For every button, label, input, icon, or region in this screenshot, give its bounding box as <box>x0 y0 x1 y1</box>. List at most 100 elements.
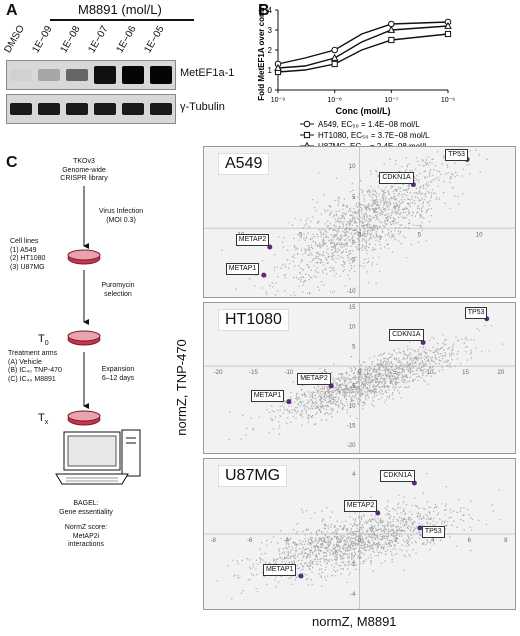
y-tick-label: 10 <box>349 164 356 170</box>
drug-bar <box>50 19 194 21</box>
scatter-x-label: normZ, M8891 <box>312 614 397 629</box>
blot-metef1a <box>6 60 176 90</box>
scatter-plot: -20-15-10-50510152015105-5-10-15-20 <box>204 303 515 453</box>
blot-band <box>38 69 60 81</box>
gene-label: CDKN1A <box>380 470 415 482</box>
scatter-panel-ht1080: -20-15-10-50510152015105-5-10-15-20 HT10… <box>203 302 516 454</box>
x-tick-label: -8 <box>210 538 216 544</box>
data-point <box>330 53 339 61</box>
data-point <box>331 60 338 68</box>
data-point <box>388 36 395 44</box>
gene-label: METAP2 <box>343 500 378 512</box>
y-axis-label: Fold MetEF1A over control <box>257 4 266 101</box>
y-tick-label: 5 <box>352 195 356 201</box>
x-tick-label: 10⁻⁷ <box>384 97 398 104</box>
gene-point <box>298 573 304 579</box>
x-tick-label: 0 <box>358 538 362 544</box>
x-tick-label: 6 <box>468 538 472 544</box>
blot-band <box>94 66 116 84</box>
series-line <box>277 33 449 73</box>
flow-cell-lines: Cell lines (1) A549 (2) HT1080 (3) U87MG <box>10 238 46 271</box>
flow-tx: Tx <box>38 412 49 427</box>
data-point <box>274 63 282 71</box>
x-tick-label: 8 <box>504 538 508 544</box>
y-tick-label: 10 <box>349 325 356 331</box>
gene-label: TP53 <box>445 149 468 161</box>
blot-band <box>150 103 172 115</box>
gene-label: METAP1 <box>262 564 297 576</box>
gene-label: METAP1 <box>225 263 260 276</box>
x-tick-label: -5 <box>297 232 303 238</box>
legend-marker <box>303 131 311 139</box>
y-tick-label: 0 <box>268 86 273 95</box>
y-tick-label: -10 <box>347 289 356 295</box>
x-tick-label: -20 <box>214 370 223 376</box>
x-tick-label: 5 <box>418 232 422 238</box>
y-tick-label: 5 <box>352 344 356 350</box>
gene-point <box>417 525 423 531</box>
x-tick-label: -2 <box>320 538 326 544</box>
y-tick-label: 1 <box>268 66 273 75</box>
y-tick-label: 2 <box>268 46 273 55</box>
legend-label: U87MG, EC₅₀ = 2.4E−08 mol/L <box>318 142 429 148</box>
flow-puromycin: Puromycin selection <box>101 282 135 298</box>
cell-line-tag: A549 <box>218 153 270 175</box>
scatter-panel-u87mg: -8-6-4-20246842-2-4 U87MG CDKN1AMETAP2TP… <box>203 458 516 610</box>
flow-treatments: Treatment arms (A) Vehicle (B) IC₄₀ TNP-… <box>8 350 62 383</box>
y-tick-label: 15 <box>349 305 356 311</box>
y-tick-label: -4 <box>350 592 356 598</box>
gene-label: TP53 <box>464 306 488 319</box>
flow-t0: T0 <box>38 333 49 348</box>
blot-label-metef1a: MetEF1a-1 <box>180 67 235 79</box>
panel-letter-c: C <box>6 154 18 171</box>
flow-normz: NormZ score: MetAP2i interactions <box>64 524 108 548</box>
x-tick-label: -15 <box>249 370 258 376</box>
flow-expansion: Expansion 6–12 days <box>101 366 135 382</box>
gene-label: TP53 <box>421 526 445 538</box>
blot-tubulin <box>6 94 176 124</box>
x-tick-label: -4 <box>284 538 290 544</box>
blot-band <box>66 69 88 81</box>
x-tick-label: 0 <box>358 370 362 376</box>
cell-line-tag: U87MG <box>218 465 288 487</box>
blot-band <box>122 103 144 115</box>
legend-label: A549, EC₅₀ = 1.4E−08 mol/L <box>318 120 420 129</box>
x-tick-label: 20 <box>498 370 505 376</box>
y-tick-label: 4 <box>268 6 273 15</box>
x-axis-label: Conc (mol/L) <box>336 106 391 116</box>
x-tick-label: -10 <box>284 370 293 376</box>
x-tick-label: 5 <box>393 370 397 376</box>
point-cloud <box>221 149 488 296</box>
y-tick-label: -5 <box>350 258 356 264</box>
blot-band <box>38 103 60 115</box>
y-tick-label: 4 <box>352 472 356 478</box>
y-tick-label: -15 <box>347 423 356 429</box>
gene-label: CDKN1A <box>379 171 414 184</box>
data-point <box>331 46 338 54</box>
y-tick-label: 3 <box>268 26 273 35</box>
blot-band <box>150 66 172 84</box>
x-tick-label: -6 <box>247 538 253 544</box>
point-cloud <box>216 473 501 600</box>
data-point <box>444 30 452 38</box>
gene-point <box>286 399 292 405</box>
y-tick-label: -5 <box>350 384 356 390</box>
x-tick-label: 4 <box>431 538 435 544</box>
flow-library: TKOv3 Genome-wide CRISPR library <box>60 158 108 182</box>
x-tick-label: 10 <box>476 232 483 238</box>
ec50-chart: 0 1 2 3 4 10⁻⁹ 10⁻⁸ 10⁻⁷ 10⁻⁶ Conc (mol/L) Fold Me… <box>257 4 455 148</box>
data-point <box>444 21 452 29</box>
y-tick-label: -10 <box>347 404 356 410</box>
drug-label: M8891 (mol/L) <box>78 2 162 17</box>
x-tick-label: 2 <box>394 538 398 544</box>
x-tick-label: 10⁻⁶ <box>441 97 455 104</box>
y-tick-label: -2 <box>350 562 356 568</box>
blot-band <box>10 103 32 115</box>
series-line <box>277 25 449 69</box>
flow-infection: Virus Infection (MOI 0.3) <box>98 208 144 224</box>
gene-label: METAP2 <box>297 372 331 385</box>
x-tick-label: 10 <box>427 370 434 376</box>
x-tick-label: 10⁻⁹ <box>271 97 285 104</box>
cell-line-tag: HT1080 <box>218 309 289 331</box>
x-tick-label: 10⁻⁸ <box>327 97 341 104</box>
